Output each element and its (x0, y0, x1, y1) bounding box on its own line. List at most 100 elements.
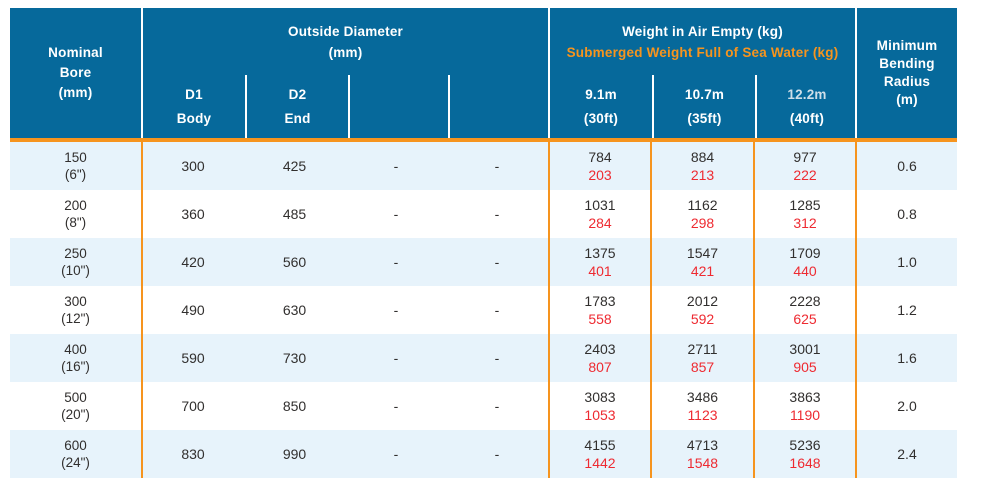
submerged-weight-value: 1053 (584, 407, 616, 423)
weight-in-air-value: 1709 (789, 245, 821, 261)
weight-cell: 2012 592 (650, 286, 753, 334)
table-row: 300 (12") 490 630 - - 1783 558 2012 592 2228 625 1.2 (10, 286, 957, 334)
submerged-weight-value: 284 (588, 215, 612, 231)
outside-diameter-unit: (mm) (328, 44, 363, 60)
min-bending-line: (m) (896, 92, 918, 107)
subheader-length-9-1m: 9.1m (30ft) (550, 75, 652, 138)
bore-mm-value: 250 (64, 246, 87, 261)
table-row: 200 (8") 360 485 - - 1031 284 1162 298 1285 312 0.8 (10, 190, 957, 238)
weight-cell: 4155 1442 (548, 430, 650, 478)
bending-radius-cell: 2.0 (855, 382, 957, 430)
length-m-label: 9.1m (585, 87, 617, 102)
d1-body-cell: 830 (141, 430, 243, 478)
d1-body-cell: 590 (141, 334, 243, 382)
outside-diameter-subheaders: D1 Body D2 End (143, 75, 548, 138)
dash-value: - (393, 446, 399, 462)
bore-mm-value: 300 (64, 294, 87, 309)
weight-cell: 2711 857 (650, 334, 753, 382)
subheader-length-12-2m: 12.2m (40ft) (755, 75, 857, 138)
bore-inch-value: (10") (61, 263, 90, 278)
weight-cell: 977 222 (753, 142, 855, 190)
weight-in-air-value: 884 (690, 149, 715, 165)
weight-cell: 3001 905 (753, 334, 855, 382)
bending-radius-cell: 2.4 (855, 430, 957, 478)
dash-value: - (494, 398, 500, 414)
bore-mm-value: 150 (64, 150, 87, 165)
d2-end-cell: 730 (243, 334, 346, 382)
dash-value: - (393, 350, 399, 366)
d2-end-cell: 850 (243, 382, 346, 430)
bending-radius-value: 0.8 (897, 206, 917, 222)
bore-mm-value: 600 (64, 438, 87, 453)
nominal-bore-cell: 150 (6") (10, 142, 141, 190)
weight-in-air-value: 1031 (584, 197, 616, 213)
weight-cell: 4713 1548 (650, 430, 753, 478)
length-m-label: 12.2m (787, 87, 827, 102)
d2-end-cell: 485 (243, 190, 346, 238)
min-bending-line: Minimum (876, 38, 938, 53)
header-nominal-bore-line: (mm) (58, 85, 93, 100)
length-ft-label: (35ft) (687, 111, 722, 126)
weight-cell: 2228 625 (753, 286, 855, 334)
submerged-weight-value: 625 (793, 311, 817, 327)
weight-in-air-value: 784 (588, 149, 612, 165)
dash-value: - (494, 206, 500, 222)
bore-mm-value: 400 (64, 342, 87, 357)
nominal-bore-cell: 400 (16") (10, 334, 141, 382)
weight-cell: 1031 284 (548, 190, 650, 238)
nominal-bore-cell: 300 (12") (10, 286, 141, 334)
bore-inch-value: (6") (64, 167, 87, 182)
d2-value: 425 (282, 158, 307, 174)
bore-inch-value: (20") (61, 407, 90, 422)
empty-cell: - (446, 382, 548, 430)
weight-cell: 1285 312 (753, 190, 855, 238)
dash-value: - (393, 158, 399, 174)
subheader-d1-desc: Body (176, 111, 212, 126)
d2-value: 560 (282, 254, 307, 270)
weight-in-air-value: 3863 (789, 389, 821, 405)
length-ft-label: (30ft) (583, 111, 619, 126)
empty-cell: - (446, 238, 548, 286)
d2-end-cell: 560 (243, 238, 346, 286)
subheader-empty (448, 75, 550, 138)
weight-cell: 1162 298 (650, 190, 753, 238)
dash-value: - (494, 254, 500, 270)
table-row: 600 (24") 830 990 - - 4155 1442 4713 1548 5236 1648… (10, 430, 957, 478)
submerged-weight-value: 1123 (687, 407, 718, 423)
d2-end-cell: 425 (243, 142, 346, 190)
submerged-weight-value: 222 (793, 167, 817, 183)
header-nominal-bore-line: Nominal (48, 45, 103, 60)
subheader-d1-code: D1 (185, 87, 203, 102)
min-bending-line: Bending (879, 56, 935, 71)
bore-inch-value: (8") (64, 215, 87, 230)
d1-value: 490 (181, 302, 205, 318)
header-outside-diameter-group: Outside Diameter (mm) D1 Body D2 End (141, 8, 548, 138)
weight-in-air-value: 2403 (584, 341, 616, 357)
weight-in-air-value: 1783 (584, 293, 616, 309)
min-bending-line: Radius (883, 74, 931, 89)
weight-cell: 5236 1648 (753, 430, 855, 478)
bending-radius-value: 2.0 (897, 398, 917, 414)
weight-cell: 1375 401 (548, 238, 650, 286)
bending-radius-value: 1.6 (897, 350, 917, 366)
bore-mm-value: 500 (64, 390, 87, 405)
d2-value: 730 (282, 350, 307, 366)
table-body: 150 (6") 300 425- -784 203 884 213 977 222 0.6 200(… (10, 142, 957, 478)
bending-radius-value: 0.6 (897, 158, 917, 174)
nominal-bore-cell: 500 (20") (10, 382, 141, 430)
submerged-weight-value: 312 (793, 215, 817, 231)
header-nominal-bore: Nominal Bore (mm) (10, 8, 141, 138)
weight-in-air-value: 3001 (789, 341, 821, 357)
empty-cell: - (446, 190, 548, 238)
submerged-weight-value: 1548 (686, 455, 719, 471)
d1-value: 590 (181, 350, 205, 366)
d1-value: 420 (181, 254, 205, 270)
bending-radius-cell: 1.6 (855, 334, 957, 382)
empty-cell: - (346, 334, 446, 382)
d1-body-cell: 300 (141, 142, 243, 190)
submerged-weight-value: 558 (588, 311, 612, 327)
empty-cell: - (346, 286, 446, 334)
dash-value: - (494, 446, 500, 462)
d1-body-cell: 490 (141, 286, 243, 334)
length-m-label: 10.7m (684, 87, 725, 102)
